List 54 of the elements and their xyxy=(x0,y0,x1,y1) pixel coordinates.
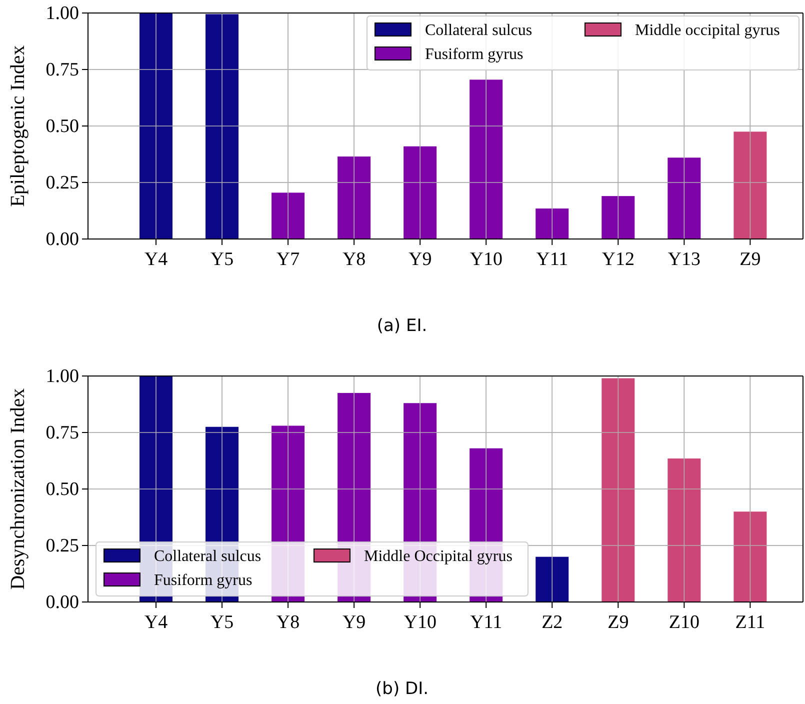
y-tick-label: 0.00 xyxy=(46,592,79,614)
bar xyxy=(536,556,569,602)
x-tick-label: Y8 xyxy=(276,612,300,634)
bar xyxy=(206,14,239,239)
x-tick-label: Y9 xyxy=(408,249,432,270)
y-tick-label: 0.50 xyxy=(46,479,79,500)
legend-label: Middle Occipital gyrus xyxy=(364,548,512,565)
x-tick-label: Y8 xyxy=(342,249,366,270)
bar xyxy=(404,146,437,239)
x-tick-label: Z2 xyxy=(542,612,563,634)
x-tick-label: Y9 xyxy=(342,612,366,634)
x-tick-label: Z9 xyxy=(740,249,761,270)
y-tick-label: 0.25 xyxy=(46,536,79,557)
x-tick-label: Z11 xyxy=(735,612,766,634)
bar xyxy=(536,208,569,239)
x-tick-label: Y7 xyxy=(276,249,300,270)
x-tick-label: Y10 xyxy=(404,612,436,634)
y-tick-label: 1.00 xyxy=(46,366,79,388)
bar xyxy=(470,80,503,239)
y-tick-label: 0.75 xyxy=(46,422,79,444)
bar xyxy=(338,156,371,239)
text: (b) DI. xyxy=(376,679,428,699)
x-tick-label: Y11 xyxy=(470,612,502,634)
y-tick-label: 0.75 xyxy=(46,60,79,81)
legend-label: Fusiform gyrus xyxy=(425,46,524,63)
y-tick-label: 0.50 xyxy=(46,116,79,138)
x-tick-label: Y4 xyxy=(144,249,168,270)
y-tick-label: 0.25 xyxy=(46,172,79,194)
x-tick-label: Y10 xyxy=(470,249,502,270)
y-tick-label: 1.00 xyxy=(46,3,79,24)
legend-label: Fusiform gyrus xyxy=(154,572,252,589)
bar xyxy=(602,196,635,239)
text: (a) EI. xyxy=(376,316,428,336)
x-tick-label: Y13 xyxy=(668,249,701,270)
y-tick-label: 0.00 xyxy=(46,229,79,250)
legend-label: Collateral sulcus xyxy=(154,548,262,565)
bar xyxy=(139,13,173,239)
legend-label: Collateral sulcus xyxy=(425,22,532,39)
x-tick-label: Y11 xyxy=(536,249,568,270)
x-tick-label: Z10 xyxy=(668,612,700,634)
x-tick-label: Y4 xyxy=(144,612,168,634)
bar xyxy=(602,378,635,602)
legend-label: Middle occipital gyrus xyxy=(635,22,780,39)
x-tick-label: Z9 xyxy=(608,612,629,634)
bar xyxy=(272,192,305,239)
x-tick-label: Y5 xyxy=(210,249,234,270)
bar xyxy=(734,512,767,602)
y-axis-title: Epileptogenic Index xyxy=(7,45,29,207)
bar xyxy=(668,158,701,239)
x-tick-label: Y12 xyxy=(602,249,635,270)
bar xyxy=(734,132,767,239)
bar xyxy=(668,458,701,602)
y-axis-title: Desynchronization Index xyxy=(7,388,29,590)
x-tick-label: Y5 xyxy=(210,612,234,634)
